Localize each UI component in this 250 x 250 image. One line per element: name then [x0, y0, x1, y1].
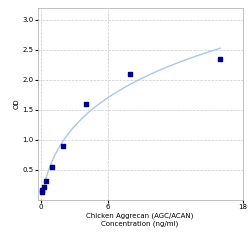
Point [44, 179, 48, 183]
Point [40, 190, 44, 194]
X-axis label: Chicken Aggrecan (AGC/ACAN)
Concentration (ng/ml): Chicken Aggrecan (AGC/ACAN) Concentratio… [86, 213, 194, 227]
Point [128, 72, 132, 76]
Point [42, 185, 46, 189]
Point [61, 144, 65, 148]
Point [84, 102, 88, 106]
Point [40, 188, 44, 192]
Point [218, 57, 222, 61]
Point [50, 165, 54, 169]
Y-axis label: OD: OD [13, 98, 19, 109]
